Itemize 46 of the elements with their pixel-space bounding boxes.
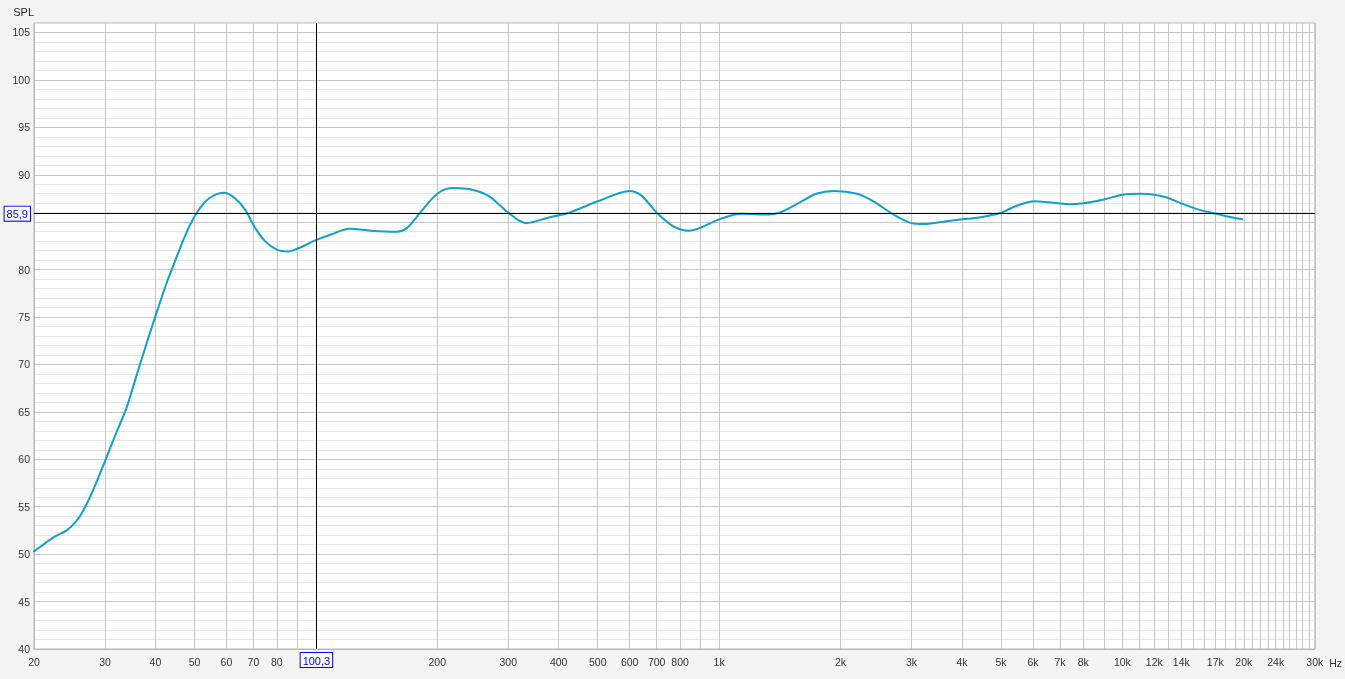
x-tick-label: 800 — [671, 655, 689, 668]
x-tick-label: 30 — [99, 655, 112, 668]
y-tick-label: 90 — [18, 168, 31, 181]
y-tick-label: 50 — [18, 548, 31, 561]
x-tick-label: 60 — [220, 655, 233, 668]
x-tick-label: 17k — [1206, 655, 1225, 668]
x-tick-label: 7k — [1054, 655, 1067, 668]
y-tick-label: 45 — [18, 595, 31, 608]
x-tick-label: 30k — [1306, 655, 1325, 668]
x-tick-label: 20 — [28, 655, 40, 668]
ref-line-label: 100,3 — [302, 654, 331, 667]
y-tick-label: 80 — [18, 263, 31, 276]
y-tick-label: 95 — [18, 121, 31, 134]
y-tick-label: 60 — [18, 453, 31, 466]
x-tick-label: 20k — [1235, 655, 1253, 668]
x-tick-label: 40 — [149, 655, 162, 668]
x-tick-label: 6k — [1027, 655, 1040, 668]
x-axis-title: Hz — [1329, 656, 1343, 669]
y-tick-label: 65 — [18, 405, 31, 418]
x-tick-label: 70 — [247, 655, 260, 668]
x-tick-label: 12k — [1145, 655, 1164, 668]
x-tick-label: 4k — [956, 655, 969, 668]
x-tick-label: 80 — [270, 655, 283, 668]
x-tick-label: 14k — [1172, 655, 1191, 668]
x-tick-label: 10k — [1113, 655, 1132, 668]
y-tick-label: 100 — [12, 73, 31, 86]
x-tick-label: 400 — [549, 655, 568, 668]
x-tick-label: 3k — [905, 655, 918, 668]
x-tick-label: 2k — [834, 655, 847, 668]
ref-line-label: 85,9 — [6, 207, 28, 220]
x-tick-label: 1k — [713, 655, 726, 668]
y-axis-title: SPL — [13, 5, 34, 18]
x-tick-label: 600 — [620, 655, 639, 668]
y-tick-label: 55 — [18, 500, 31, 513]
y-tick-label: 105 — [12, 26, 31, 39]
x-tick-label: 5k — [995, 655, 1008, 668]
y-tick-label: 75 — [18, 311, 31, 324]
x-tick-label: 200 — [428, 655, 447, 668]
x-tick-label: 50 — [188, 655, 201, 668]
x-tick-label: 300 — [499, 655, 518, 668]
y-tick-label: 70 — [18, 358, 31, 371]
x-tick-label: 8k — [1077, 655, 1090, 668]
x-tick-label: 24k — [1267, 655, 1285, 668]
y-tick-label: 40 — [18, 643, 31, 655]
x-tick-label: 700 — [647, 655, 666, 668]
x-tick-label: 500 — [588, 655, 607, 668]
